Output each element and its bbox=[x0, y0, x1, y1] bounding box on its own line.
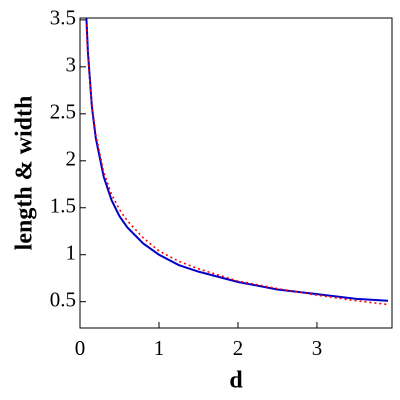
x-axis-label: d bbox=[229, 368, 243, 394]
y-tick-label: 3.5 bbox=[50, 6, 76, 30]
series-line bbox=[85, 24, 389, 306]
x-tick-label: 2 bbox=[233, 336, 244, 360]
y-tick-label: 3 bbox=[66, 53, 77, 77]
plot-area bbox=[85, 18, 389, 306]
y-axis-label: length & width bbox=[12, 96, 38, 251]
plot-frame bbox=[79, 17, 393, 329]
series-line bbox=[85, 18, 389, 302]
y-tick-label: 0.5 bbox=[50, 288, 76, 312]
y-tick-label: 1 bbox=[66, 241, 77, 265]
x-tick-label: 3 bbox=[312, 336, 323, 360]
x-tick-label: 1 bbox=[154, 336, 165, 360]
x-tick-label: 0 bbox=[75, 336, 86, 360]
y-tick-label: 2 bbox=[66, 147, 77, 171]
y-tick-label: 2.5 bbox=[50, 100, 76, 124]
y-tick-label: 1.5 bbox=[50, 194, 76, 218]
